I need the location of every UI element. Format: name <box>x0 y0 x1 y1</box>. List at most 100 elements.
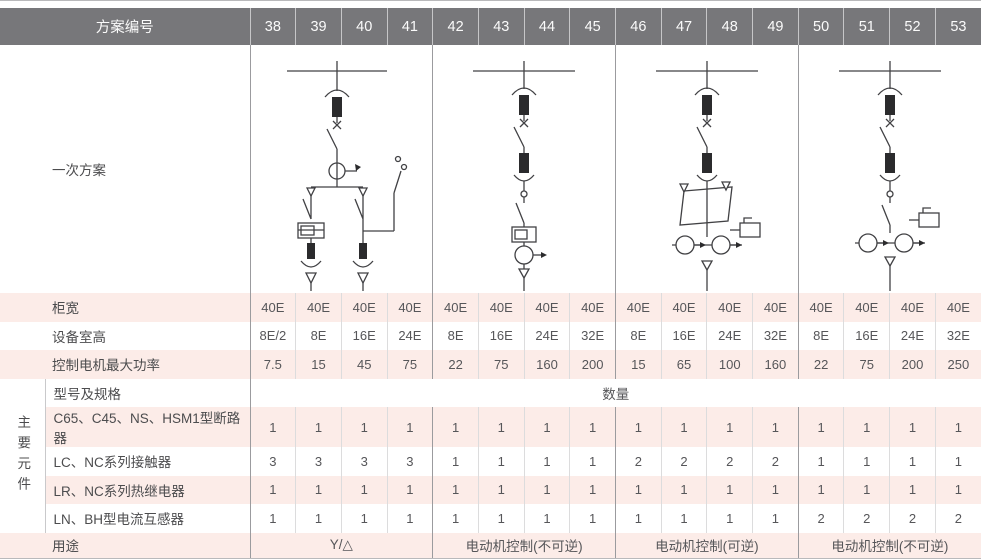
value-cell: 1 <box>660 475 707 504</box>
value-cell: 24E <box>889 321 936 350</box>
value-cell: 40E <box>706 293 753 322</box>
value-cell: 1 <box>752 475 799 504</box>
value-cell: 75 <box>477 350 525 379</box>
row-label: 设备室高 <box>52 329 106 345</box>
value-cell: 2 <box>934 504 981 533</box>
value-cell: 1 <box>752 504 799 533</box>
value-cell: 8E <box>797 321 844 350</box>
value-cell: 1 <box>432 407 479 447</box>
value-cell: 1 <box>477 475 525 504</box>
value-cell: 40E <box>752 293 799 322</box>
value-cell: 1 <box>843 475 890 504</box>
scheme-table: 方案编号 38 39 40 41 42 43 44 45 46 47 48 49 50 51 52 53 一次… <box>0 8 981 558</box>
header-title: 方案编号 <box>0 8 250 45</box>
scheme-number-47: 47 <box>660 8 707 45</box>
value-cell: 1 <box>843 407 890 447</box>
value-cell: 32E <box>752 321 799 350</box>
row-label: C65、C45、NS、HSM1型断路器 <box>45 407 250 447</box>
value-cell: 3 <box>340 447 388 476</box>
value-cell: 1 <box>934 447 981 476</box>
value-cell: 8E/2 <box>249 321 296 350</box>
value-cell: 1 <box>569 407 616 447</box>
value-cell: 1 <box>386 504 433 533</box>
value-cell: 100 <box>706 350 753 379</box>
primary-scheme-row: 一次方案 <box>0 45 981 293</box>
value-cell: 75 <box>843 350 890 379</box>
row-label: 柜宽 <box>0 293 250 322</box>
value-cell: 2 <box>615 447 662 476</box>
scheme-number-51: 51 <box>843 8 890 45</box>
value-cell: 40E <box>295 293 342 322</box>
value-cell: 8E <box>295 321 342 350</box>
value-cell: 40E <box>432 293 479 322</box>
value-cell: 16E <box>340 321 388 350</box>
value-cell: 1 <box>569 447 616 476</box>
value-cell: 24E <box>706 321 753 350</box>
value-cell: 16E <box>843 321 890 350</box>
value-cell: 1 <box>797 447 844 476</box>
value-cell: 75 <box>386 350 433 379</box>
value-cell: 1 <box>889 447 936 476</box>
usage-cell: 电动机控制(不可逆) <box>432 532 616 558</box>
model-spec-row: 主要元件 型号及规格 数量 <box>0 378 981 533</box>
value-cell: 16E <box>660 321 707 350</box>
value-cell: 1 <box>340 407 388 447</box>
value-cell: 3 <box>295 447 342 476</box>
max-motor-power-row: 控制电机最大功率 7.5 15 45 75 22 75 160 200 15 65 100 160 22… <box>0 350 981 379</box>
value-cell: 1 <box>752 407 799 447</box>
value-cell: 1 <box>523 447 570 476</box>
row-label: 控制电机最大功率 <box>0 350 250 379</box>
value-cell: 1 <box>934 475 981 504</box>
value-cell: 24E <box>523 321 570 350</box>
value-cell: 22 <box>432 350 479 379</box>
value-cell: 1 <box>340 504 388 533</box>
value-cell: 1 <box>249 504 296 533</box>
value-cell: 1 <box>706 407 753 447</box>
value-cell: 1 <box>295 504 342 533</box>
value-cell: 200 <box>889 350 936 379</box>
value-cell: 40E <box>660 293 707 322</box>
value-cell: 1 <box>889 407 936 447</box>
value-cell: 1 <box>386 475 433 504</box>
value-cell: 160 <box>523 350 570 379</box>
value-cell: 40E <box>889 293 936 322</box>
value-cell: 8E <box>432 321 479 350</box>
row-label: 型号及规格 <box>53 386 122 402</box>
value-cell: 1 <box>889 475 936 504</box>
value-cell: 15 <box>295 350 342 379</box>
value-cell: 1 <box>615 504 662 533</box>
scheme-number-43: 43 <box>477 8 525 45</box>
value-cell: 1 <box>934 407 981 447</box>
cabinet-width-row: 柜宽 40E 40E 40E 40E 40E 40E 40E 40E 40E 40E 40E 40E 4… <box>0 293 981 322</box>
value-cell: 32E <box>569 321 616 350</box>
value-cell: 40E <box>523 293 570 322</box>
value-cell: 40E <box>340 293 388 322</box>
row-label: LC、NC系列接触器 <box>53 455 172 471</box>
value-cell: 1 <box>706 504 753 533</box>
value-cell: 24E <box>386 321 433 350</box>
value-cell: 1 <box>569 504 616 533</box>
value-cell: 1 <box>249 407 296 447</box>
scheme-number-53: 53 <box>934 8 981 45</box>
value-cell: 40E <box>797 293 844 322</box>
value-cell: 2 <box>706 447 753 476</box>
value-cell: 15 <box>615 350 662 379</box>
equipment-room-height-row: 设备室高 8E/2 8E 16E 24E 8E 16E 24E 32E 8E 16E 24E 32E 8… <box>0 321 981 350</box>
value-cell: 22 <box>797 350 844 379</box>
value-cell: 65 <box>660 350 707 379</box>
value-cell: 40E <box>386 293 433 322</box>
scheme-number-48: 48 <box>706 8 753 45</box>
star-delta-starter-diagram <box>249 45 433 293</box>
value-cell: 32E <box>934 321 981 350</box>
value-cell: 1 <box>295 407 342 447</box>
value-cell: 1 <box>660 504 707 533</box>
scheme-number-45: 45 <box>569 8 616 45</box>
value-cell: 2 <box>660 447 707 476</box>
value-cell: 40E <box>569 293 616 322</box>
value-cell: 1 <box>797 407 844 447</box>
header-row: 方案编号 38 39 40 41 42 43 44 45 46 47 48 49 50 51 52 53 <box>0 8 981 45</box>
main-components-group-label: 主要元件 <box>15 414 31 497</box>
